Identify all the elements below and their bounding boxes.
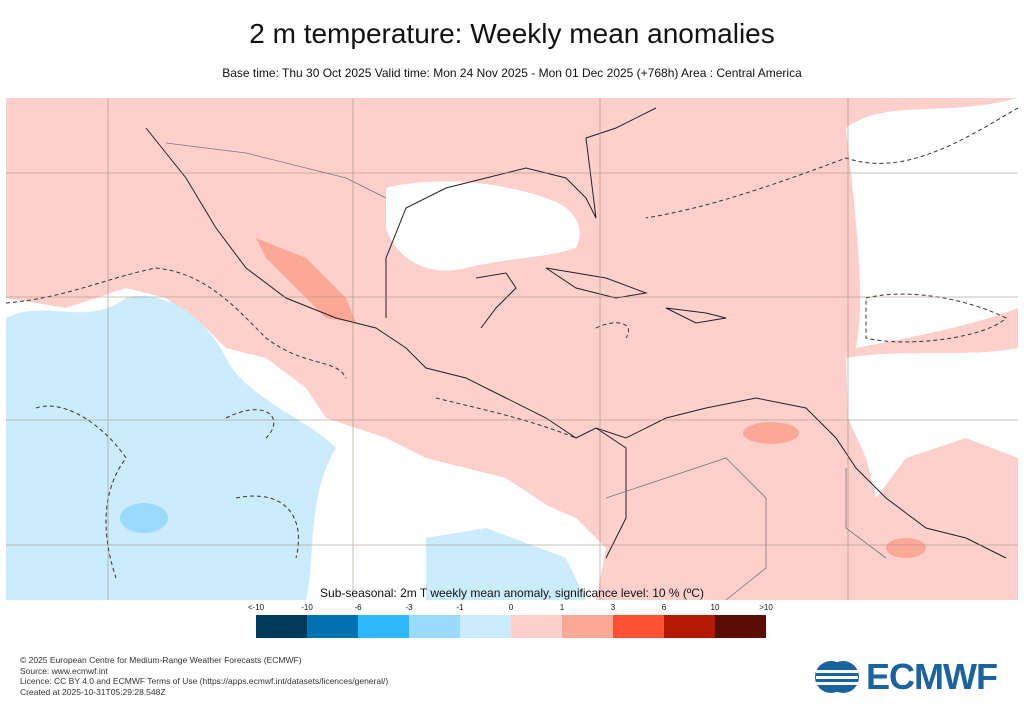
colorbar-swatch [460, 615, 511, 638]
colorbar-tick-label: 3 [610, 603, 616, 612]
significance-contours [6, 107, 1018, 579]
negative-anomaly-region [426, 528, 586, 600]
colorbar-tick-label: 1 [559, 603, 565, 612]
colorbar-tick-label: -1 [456, 603, 464, 612]
copyright-text: © 2025 European Centre for Medium-Range … [20, 655, 302, 665]
strong-positive-anomaly [256, 238, 356, 323]
no-signal-region [846, 98, 1018, 348]
colorbar-tick-label: -3 [405, 603, 413, 612]
graticule [6, 98, 1018, 600]
colorbar-swatch [409, 615, 460, 638]
anomaly-map [6, 98, 1018, 600]
no-signal-region [386, 181, 580, 271]
colorbar-swatch [256, 615, 307, 638]
colorbar-swatch [358, 615, 409, 638]
colorbar-tick-label: 10 [710, 603, 720, 612]
strong-positive-anomaly [743, 422, 799, 444]
colorbar-swatch [307, 615, 358, 638]
positive-anomaly-region [6, 98, 1018, 600]
colorbar-tick-label: -6 [354, 603, 362, 612]
colorbar-swatch [562, 615, 613, 638]
colorbar-tick-label: <-10 [247, 603, 265, 612]
colorbar-tick-label: >10 [759, 603, 773, 612]
colorbar-tick-label: -10 [301, 603, 313, 612]
chart-title: 2 m temperature: Weekly mean anomalies [249, 18, 775, 49]
ecmwf-logo-text: ECMWF [866, 656, 998, 697]
colorbar-tick-label: 6 [661, 603, 667, 612]
strong-positive-anomaly [886, 538, 926, 558]
created-text: Created at 2025-10-31T05:29:28.548Z [20, 686, 166, 697]
ecmwf-logo: ECMWF [814, 656, 998, 698]
colorbar-swatch [664, 615, 715, 638]
colorbar-title: Sub-seasonal: 2m T weekly mean anomaly, … [320, 586, 704, 600]
chart-subtitle: Base time: Thu 30 Oct 2025 Valid time: M… [222, 66, 802, 80]
footer: © 2025 European Centre for Medium-Range … [20, 655, 388, 697]
colorbar-swatch [511, 615, 562, 638]
colorbar-swatch [715, 615, 766, 638]
colorbar-swatch [613, 615, 664, 638]
strong-negative-anomaly [120, 503, 168, 533]
colorbar-tick-label: 0 [508, 603, 514, 612]
negative-anomaly-region [6, 296, 336, 600]
borders [165, 142, 887, 600]
colorbar [256, 615, 766, 638]
licence-text: Licence: CC BY 4.0 and ECMWF Terms of Us… [20, 676, 389, 686]
ecmwf-logo-icon [815, 661, 859, 693]
source-text: Source: www.ecmwf.int [20, 665, 108, 676]
